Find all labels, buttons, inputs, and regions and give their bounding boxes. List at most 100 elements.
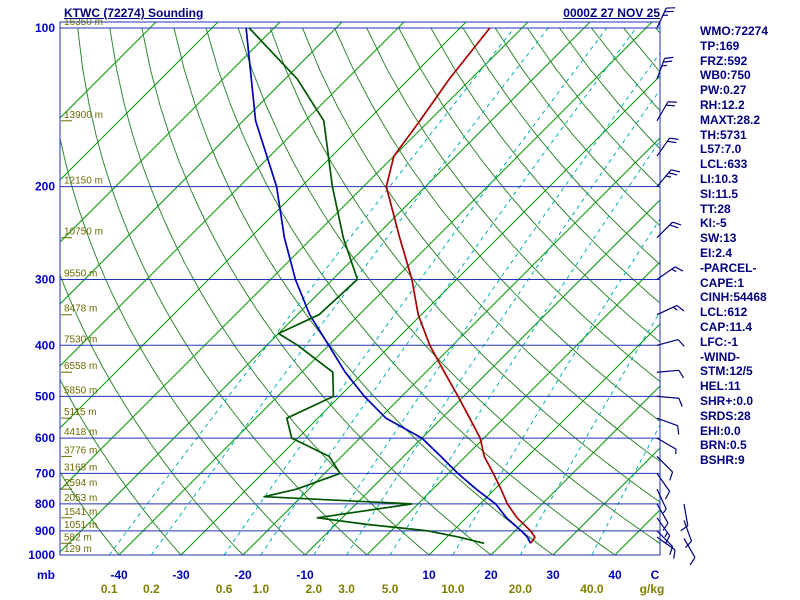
stat-line: WMO:72274 (700, 24, 769, 38)
profile-traces (245, 27, 536, 545)
wind-barb (683, 520, 693, 549)
temp-unit-label: C (651, 568, 660, 582)
mixing-label: 0.1 (101, 582, 118, 596)
pressure-label: 300 (35, 272, 55, 286)
mixing-label: 0.2 (143, 582, 160, 596)
stats-panel: WMO:72274 TP:169 FRZ:592 WB0:750 PW:0.27 RH:1… (700, 24, 768, 468)
mixing-label: 0.6 (216, 582, 233, 596)
mixing-ratio-lines (108, 27, 660, 555)
stat-line: LCL:612 (700, 305, 748, 320)
height-label: 7530 m (64, 334, 97, 345)
isobar-lines (59, 21, 661, 556)
mixing-label: 1.0 (252, 582, 269, 596)
stat-line: -WIND- (700, 349, 740, 364)
wind-barb (656, 488, 667, 514)
stat-line: SI:11.5 (700, 186, 739, 201)
height-label: 3776 m (64, 445, 97, 456)
mixing-label: 3.0 (338, 582, 355, 596)
mixing-label: 2.0 (305, 582, 322, 596)
stat-line: -PARCEL- (700, 260, 757, 275)
mixing-axis-labels: 0.1 0.2 0.6 1.0 2.0 3.0 5.0 10.0 20.0 40.0 g/kg (101, 582, 664, 596)
stat-line: LCL:633 (700, 157, 748, 172)
height-label: 16350 m (64, 17, 103, 28)
height-label: 3168 m (64, 462, 97, 473)
wind-barb (656, 339, 685, 347)
stat-line: TT:28 (700, 201, 731, 216)
height-label: 8478 m (64, 304, 97, 315)
stat-line: CAP:11.4 (700, 319, 753, 334)
temp-axis-labels: -40 -30 -20 -10 10 20 30 40 C (110, 568, 659, 582)
temp-label: -40 (110, 568, 128, 582)
stat-line: STM:12/5 (700, 364, 753, 379)
wind-barb (656, 530, 674, 556)
pressure-label: 600 (35, 431, 55, 445)
stat-line: L57:7.0 (700, 142, 742, 157)
wind-barb (656, 101, 677, 122)
stat-line: SW:13 (700, 231, 737, 246)
temp-label: 20 (484, 568, 498, 582)
wind-barb (656, 266, 684, 280)
temp-label: -20 (234, 568, 252, 582)
pressure-label: 800 (35, 497, 55, 511)
stat-line: BRN:0.5 (700, 438, 747, 453)
isotherm-lines (60, 22, 660, 555)
wind-barb (656, 56, 674, 80)
stat-line: WB0:750 (700, 68, 751, 83)
stat-line: BSHR:9 (700, 453, 745, 468)
wind-barb (656, 369, 685, 379)
stat-line: TP:169 (700, 38, 740, 53)
height-label: 129 m (64, 544, 92, 555)
stat-line: MAXT:28.2 (700, 112, 761, 127)
height-label: 5850 m (64, 385, 97, 396)
mixing-label: 10.0 (441, 582, 465, 596)
pressure-label: 900 (35, 524, 55, 538)
stat-line: LI:10.3 (700, 171, 739, 186)
sounding-datetime: 0000Z 27 NOV 25 (563, 6, 660, 20)
stat-line: LFC:-1 (700, 334, 738, 349)
pressure-label: 400 (35, 338, 55, 352)
height-label: 6558 m (64, 361, 97, 372)
wind-barb (656, 137, 679, 157)
wind-barb (656, 7, 676, 29)
mixing-unit-label: g/kg (640, 582, 665, 596)
wind-barb (656, 395, 683, 407)
stat-line: PW:0.27 (700, 83, 747, 98)
stat-line: FRZ:592 (700, 53, 748, 68)
temp-label: 40 (608, 568, 622, 582)
dry-adiabat-lines (60, 27, 660, 555)
stat-line: EI:2.4 (700, 245, 733, 260)
stat-line: CINH:54468 (700, 290, 767, 305)
temp-label: 30 (546, 568, 560, 582)
temp-label: -30 (172, 568, 190, 582)
page-title: KTWC (72274) Sounding (64, 6, 204, 20)
height-label: 2053 m (64, 493, 97, 504)
wind-barb (656, 417, 680, 435)
pressure-label: 200 (35, 180, 55, 194)
height-label: 2594 m (64, 478, 97, 489)
height-label: 13900 m (64, 110, 103, 121)
wind-barb (656, 437, 677, 455)
plot-border (59, 21, 661, 556)
height-labels: 16350 m 13900 m 12150 m 10750 m 9550 m 8478 m… (61, 17, 103, 555)
mixing-label: 20.0 (509, 582, 533, 596)
wind-barb (656, 536, 676, 559)
mixing-label: 40.0 (580, 582, 604, 596)
wind-barb (656, 455, 674, 481)
height-label: 1051 m (64, 520, 97, 531)
stat-line: CAPE:1 (700, 275, 745, 290)
pressure-label: 1000 (28, 548, 55, 562)
height-label: 9550 m (64, 268, 97, 279)
pressure-unit-label: mb (37, 568, 55, 582)
wind-barb (656, 517, 671, 544)
stat-line: HEL:11 (700, 379, 741, 394)
stat-line: RH:12.2 (700, 97, 745, 112)
height-label: 582 m (64, 532, 92, 543)
height-label: 5115 m (64, 407, 97, 418)
mixing-label: 5.0 (382, 582, 399, 596)
background-grid (60, 22, 660, 555)
height-label: 1541 m (64, 507, 97, 518)
height-label: 4418 m (64, 427, 97, 438)
parcel-trace (245, 27, 532, 544)
pressure-label: 700 (35, 466, 55, 480)
